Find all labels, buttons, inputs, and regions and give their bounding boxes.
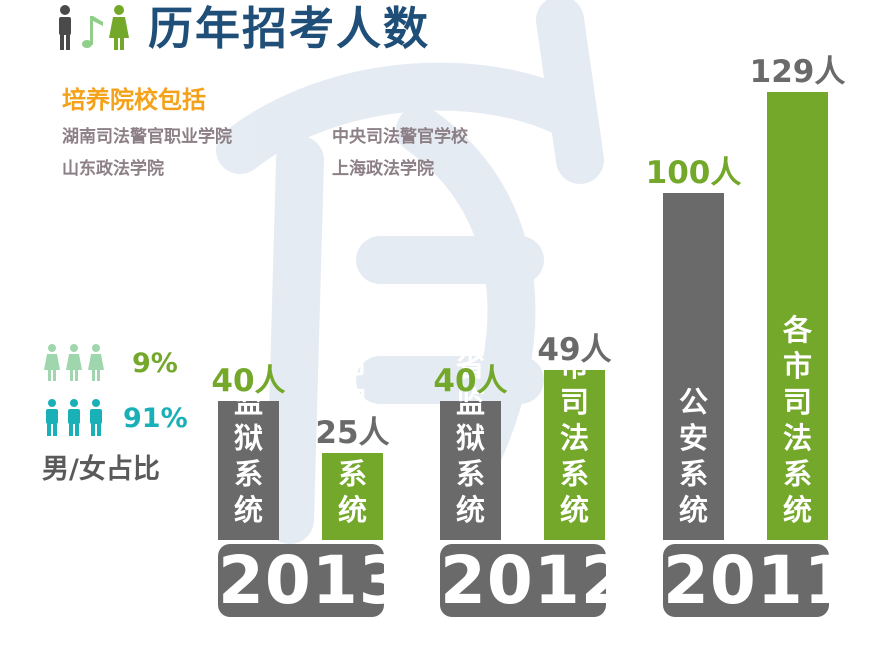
bar-2011-2: 各市司法系统 bbox=[767, 92, 828, 540]
bar-category-label: 省监狱系统 bbox=[233, 349, 263, 527]
bar-2011-1: 公安系统 bbox=[663, 193, 724, 540]
school-item: 上海政法学院 bbox=[332, 159, 434, 179]
bar-value-label: 100人 bbox=[645, 155, 742, 191]
bar-category-label: 各市司法系统 bbox=[337, 313, 367, 527]
man-icon bbox=[59, 5, 71, 50]
year-label: 2012 bbox=[440, 542, 628, 619]
gender-ratio-label: 男/女占比 bbox=[42, 454, 160, 485]
woman-icon bbox=[109, 5, 129, 50]
bar-category-label: 省监狱系统 bbox=[455, 349, 485, 527]
bar-value-label: 129人 bbox=[749, 54, 846, 90]
bar-value-label: 40人 bbox=[433, 363, 508, 399]
male-icons bbox=[46, 399, 102, 436]
music-note-icon bbox=[82, 16, 103, 48]
bar-category-label: 公安系统 bbox=[678, 385, 708, 527]
bar-2013-1: 省监狱系统 bbox=[218, 349, 279, 540]
page-title: 历年招考人数 bbox=[148, 2, 431, 55]
male-percent: 91% bbox=[123, 403, 188, 434]
schools-heading: 培养院校包括 bbox=[62, 86, 206, 114]
bar-value-label: 49人 bbox=[537, 332, 612, 368]
year-label: 2011 bbox=[663, 542, 851, 619]
female-icons bbox=[44, 344, 104, 381]
school-item: 中央司法警官学校 bbox=[332, 127, 468, 147]
title-people-icon bbox=[59, 5, 129, 50]
bar-category-label: 各市司法系统 bbox=[782, 313, 812, 527]
bar-2012-1: 省监狱系统 bbox=[440, 349, 501, 540]
school-item: 山东政法学院 bbox=[62, 159, 164, 179]
bar-value-label: 25人 bbox=[315, 415, 390, 451]
school-item: 湖南司法警官职业学院 bbox=[62, 127, 232, 147]
bar-2012-2: 各市司法系统 bbox=[544, 313, 605, 540]
bar-value-label: 40人 bbox=[211, 363, 286, 399]
bar-category-label: 各市司法系统 bbox=[559, 313, 589, 527]
female-percent: 9% bbox=[132, 348, 178, 379]
year-label: 2013 bbox=[218, 542, 406, 619]
bar-2013-2: 各市司法系统 bbox=[322, 313, 383, 540]
